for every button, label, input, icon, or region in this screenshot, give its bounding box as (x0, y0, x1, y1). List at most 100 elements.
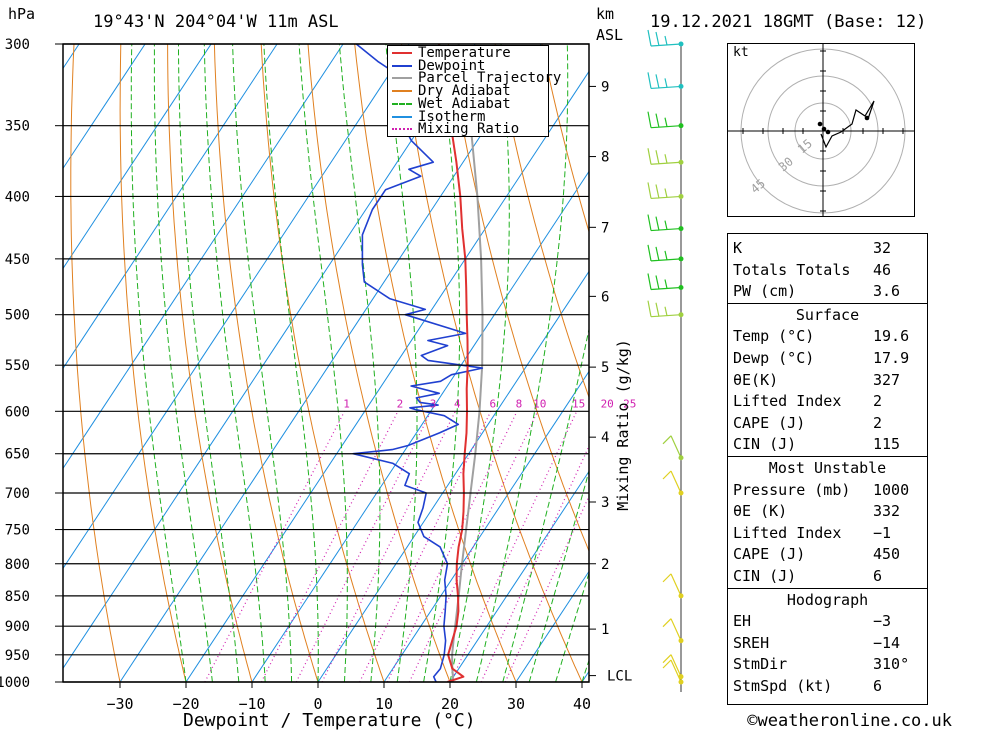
wind-barb-shape (662, 435, 682, 459)
wet-adiabat-line (130, 44, 187, 682)
wet-adiabat-line (475, 44, 569, 682)
wind-barb-shape (662, 618, 682, 641)
mixing-ratio-label: 1 (343, 397, 350, 410)
isotherm-line (63, 44, 344, 470)
legend-item: Dewpoint (392, 57, 486, 74)
index-name: Totals Totals (733, 260, 851, 279)
wind-barb-shape (662, 659, 682, 683)
table-divider (728, 456, 927, 457)
mixing-ratio-line (450, 411, 578, 682)
pressure-tick-label: 650 (5, 447, 30, 463)
index-row: EH −3 (728, 610, 927, 631)
pressure-tick-label: 950 (5, 648, 30, 664)
wind-barb-shape (647, 111, 682, 129)
index-value: 450 (873, 545, 901, 564)
pressure-tick-label: 800 (5, 557, 30, 573)
wind-barb (647, 182, 682, 200)
index-value: 19.6 (873, 327, 910, 346)
mixing-ratio-label: 15 (572, 397, 585, 410)
dry-adiabat-line (70, 44, 121, 682)
height-tick-label: 5 (601, 360, 609, 376)
wet-adiabat-line (555, 571, 589, 682)
index-value: 32 (873, 239, 892, 257)
mixing-ratio-label: 20 (601, 397, 614, 410)
height-tick-label: 3 (601, 495, 609, 511)
temperature-tick-label: 30 (507, 695, 525, 713)
mixing-ratio-label: 2 (397, 397, 404, 410)
temperature-tick-label: 20 (441, 695, 459, 713)
isotherm-line (251, 170, 589, 682)
index-name: EH (733, 612, 752, 631)
mixing-ratio-label: 10 (533, 397, 546, 410)
index-row: Totals Totals 46 (728, 259, 927, 280)
legend-label: Dewpoint (418, 57, 486, 74)
indices-table: K 32 Totals Totals 46 PW (cm) 3.6 Surface Temp … (727, 233, 928, 705)
index-name: Lifted Index (733, 523, 842, 542)
legend-item: Dry Adiabat (392, 84, 511, 98)
index-name: CIN (J) (733, 435, 797, 454)
index-value: −1 (873, 523, 892, 542)
mixing-ratio-line (480, 444, 589, 682)
height-tick-label: 2 (601, 557, 609, 573)
wind-barb (647, 300, 682, 318)
hodograph-unit: kt (733, 45, 749, 60)
wind-barb (662, 618, 682, 641)
index-row: SREH −14 (728, 632, 927, 653)
isotherm-line (449, 470, 589, 682)
height-tick-label: 4 (601, 430, 609, 446)
index-name: Pressure (mb) (733, 480, 851, 499)
index-row: CAPE (J) 2 (728, 412, 927, 433)
wind-barb-shape (647, 300, 682, 318)
temperature-profile (427, 44, 469, 682)
height-tick-label: LCL (607, 669, 632, 685)
plot-frame (62, 43, 590, 683)
table-divider (728, 302, 927, 304)
index-value: 2 (873, 392, 883, 411)
pressure-tick-label: 350 (5, 119, 30, 135)
hodograph-marker (864, 115, 870, 121)
wind-barb (647, 29, 682, 47)
pressure-tick-label: 300 (5, 37, 30, 53)
isotherm-line (63, 44, 212, 270)
height-tick-label: 1 (601, 622, 609, 638)
x-axis-label: Dewpoint / Temperature (°C) (183, 710, 476, 731)
pressure-unit-label: hPa (8, 5, 36, 23)
dry-adiabat-line (916, 44, 1000, 682)
index-name: θE(K) (733, 370, 779, 389)
height-tick-label: 8 (601, 150, 609, 166)
mixing-ratio-label: 3 (430, 397, 437, 410)
index-row: Temp (°C) 19.6 (728, 325, 927, 346)
index-name: θE (K) (733, 502, 788, 521)
wind-barb (647, 214, 682, 232)
index-row: StmSpd (kt) 6 (728, 675, 927, 696)
index-row: Dewp (°C) 17.9 (728, 347, 927, 368)
wind-barb (662, 435, 682, 459)
table-section-title: Most Unstable (768, 459, 887, 477)
height-tick-label: 7 (601, 220, 609, 236)
pressure-tick-label: 400 (5, 189, 30, 205)
wind-barb (647, 273, 682, 291)
index-row: CAPE (J) 450 (728, 543, 927, 564)
table-section-title: Hodograph (786, 590, 869, 609)
index-value: −3 (873, 612, 892, 631)
wind-barb-shape (647, 273, 682, 291)
temperature-tick-label: −30 (106, 695, 133, 713)
index-row: K 32 (728, 237, 927, 258)
mixing-ratio-line (504, 494, 589, 682)
legend-swatch (392, 90, 412, 93)
legend-swatch (392, 128, 412, 131)
legend-label: Temperature (418, 45, 511, 61)
index-name: Temp (°C) (733, 327, 815, 346)
legend-swatch (392, 102, 412, 105)
dry-adiabat-line (494, 44, 589, 399)
mixing-ratio-line (359, 411, 492, 682)
temperature-tick-label: 0 (313, 695, 322, 713)
legend-label: Mixing Ratio (418, 121, 520, 138)
index-name: Dewp (°C) (733, 349, 815, 367)
pressure-tick-label: 850 (5, 589, 30, 605)
index-row: StmDir 310° (728, 653, 927, 674)
isotherm-line (63, 44, 278, 370)
mixing-ratio-label: 25 (623, 397, 636, 410)
wind-barb (662, 470, 682, 494)
index-row: Pressure (mb) 1000 (728, 479, 927, 500)
